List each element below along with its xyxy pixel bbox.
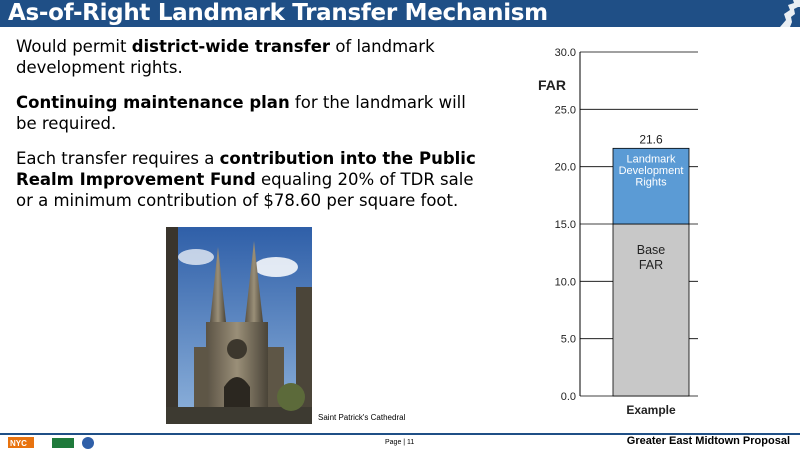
far-chart: FAR 0.05.010.015.020.025.030.0 BaseFARLa… <box>538 47 698 417</box>
segment-label: Landmark <box>627 153 676 165</box>
title-bar: As-of-Right Landmark Transfer Mechanism <box>0 0 800 27</box>
bullet-text: of landmark development rights. <box>16 37 435 77</box>
bullet-text: for the landmark will be required. <box>16 93 466 133</box>
y-tick-label: 0.0 <box>561 391 576 403</box>
y-tick-label: 5.0 <box>561 334 576 346</box>
bullet-maintenance-plan: Continuing maintenance plan for the land… <box>16 92 486 134</box>
svg-text:NYC: NYC <box>10 439 27 448</box>
y-axis-label: FAR <box>538 77 566 93</box>
bullet-emphasis: contribution into the Public Realm Impro… <box>16 149 476 189</box>
segment-label: Rights <box>635 176 667 188</box>
bullet-list: Would permit district-wide transfer of l… <box>16 36 486 225</box>
total-data-label: 21.6 <box>639 132 663 146</box>
photo-caption: Saint Patrick's Cathedral <box>318 413 406 422</box>
stacked-bar-segment <box>612 223 690 397</box>
bullet-district-transfer: Would permit district-wide transfer of l… <box>16 36 486 78</box>
bullet-text: equaling 20% of TDR sale or a minimum co… <box>16 170 474 210</box>
segment-label: FAR <box>639 258 663 272</box>
footer-divider <box>0 433 800 435</box>
page-number: Page | 11 <box>385 439 415 446</box>
segment-label: Base <box>637 243 666 257</box>
bullet-text: Each transfer requires a <box>16 149 220 168</box>
bullet-text: Would permit <box>16 37 132 56</box>
agency-logos: NYC <box>8 437 94 449</box>
y-tick-label: 30.0 <box>555 47 576 59</box>
cathedral-photo <box>166 227 312 424</box>
y-tick-label: 20.0 <box>555 162 576 174</box>
bullet-contribution: Each transfer requires a contribution in… <box>16 148 486 211</box>
bullet-emphasis: district-wide transfer <box>131 37 331 56</box>
y-tick-label: 25.0 <box>555 104 576 116</box>
skyline-icon <box>780 0 800 27</box>
x-category-label: Example <box>626 403 676 417</box>
proposal-title: Greater East Midtown Proposal <box>626 435 790 447</box>
segment-label: Development <box>619 165 684 177</box>
y-tick-label: 10.0 <box>555 276 576 288</box>
y-tick-label: 15.0 <box>555 219 576 231</box>
page-title: As-of-Right Landmark Transfer Mechanism <box>8 0 548 26</box>
bullet-emphasis: Continuing maintenance plan <box>16 93 290 112</box>
stacked-bar-segment <box>612 147 690 225</box>
